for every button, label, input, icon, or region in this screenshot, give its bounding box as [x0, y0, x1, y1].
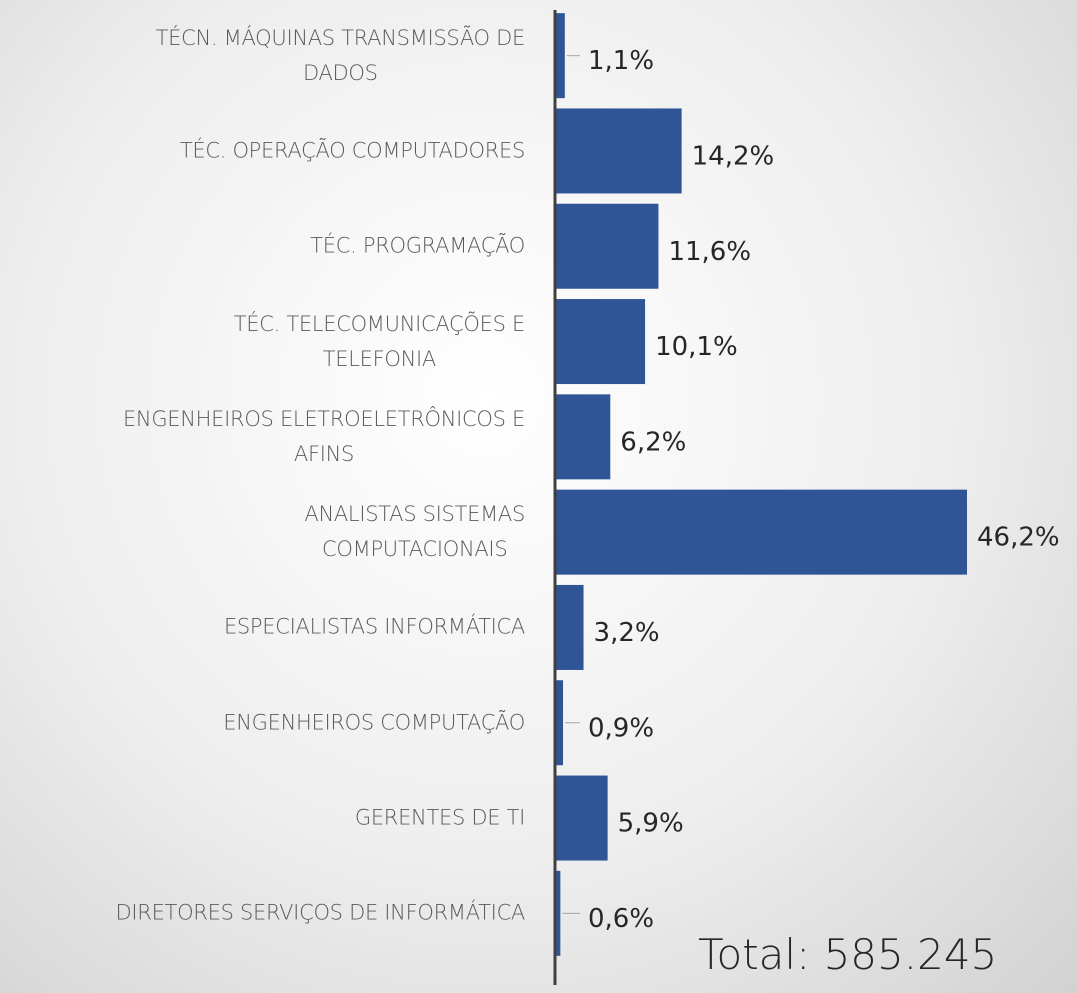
- category-label: ENGENHEIROS ELETROELETRÔNICOS E AFINS: [122, 406, 525, 466]
- category-label: ENGENHEIROS COMPUTAÇÃO: [223, 710, 525, 735]
- bar: [555, 394, 611, 480]
- bar: [555, 870, 561, 956]
- bar: [555, 584, 584, 670]
- bar: [555, 203, 659, 289]
- category-label: TÉC. TELECOMUNICAÇÕES E TELEFONIA: [233, 311, 526, 371]
- bar: [555, 489, 967, 575]
- value-label: 3,2%: [594, 618, 660, 648]
- category-label: GERENTES DE TI: [354, 805, 525, 830]
- value-label: 46,2%: [977, 523, 1060, 553]
- category-label: TÉCN. MÁQUINAS TRANSMISSÃO DE DADOS: [155, 25, 526, 85]
- category-label: ESPECIALISTAS INFORMÁTICA: [223, 614, 525, 639]
- category-label: DIRETORES SERVIÇOS DE INFORMÁTICA: [115, 900, 526, 925]
- category-label: TÉC. PROGRAMAÇÃO: [310, 233, 525, 258]
- category-label: TÉC. OPERAÇÃO COMPUTADORES: [179, 138, 525, 163]
- bar: [555, 299, 646, 385]
- total-annotation: Total: 585.245: [698, 930, 998, 979]
- value-label: 14,2%: [692, 141, 775, 171]
- bar: [555, 680, 564, 766]
- category-label: ANALISTAS SISTEMAS COMPUTACIONAIS: [304, 502, 525, 562]
- bar: [555, 108, 682, 194]
- value-label: 11,6%: [668, 237, 751, 267]
- value-label: 0,6%: [588, 904, 654, 934]
- bar: [555, 13, 565, 99]
- value-label: 5,9%: [618, 809, 684, 839]
- value-label: 0,9%: [588, 713, 654, 743]
- bar: [555, 775, 608, 861]
- value-label: 10,1%: [655, 332, 738, 362]
- value-label: 1,1%: [588, 46, 654, 76]
- value-label: 6,2%: [620, 427, 686, 457]
